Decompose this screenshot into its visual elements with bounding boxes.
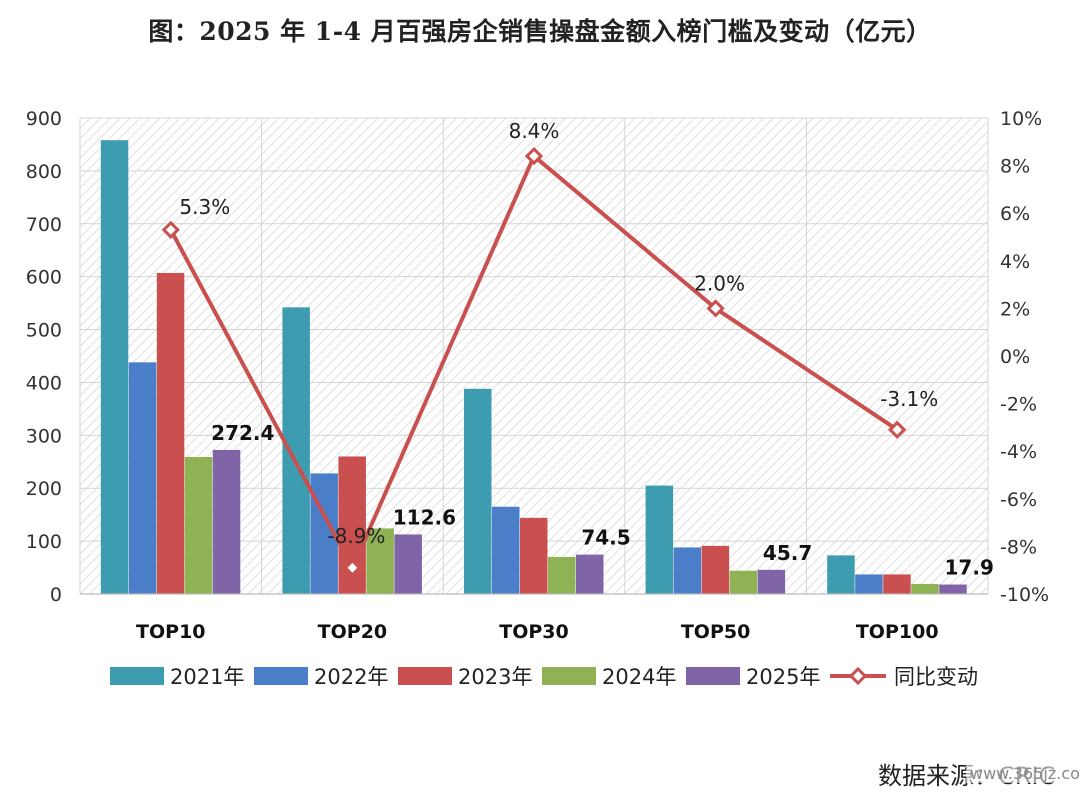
- legend-label: 同比变动: [894, 665, 978, 689]
- left-axis-tick: 300: [26, 425, 62, 447]
- yoy-value-label: 2.0%: [694, 271, 745, 295]
- legend-label: 2023年: [458, 665, 532, 689]
- left-axis-tick: 700: [26, 214, 62, 236]
- legend-swatch-2021: [110, 667, 164, 685]
- bar-top10-2022: [128, 362, 157, 594]
- legend-label: 2021年: [170, 665, 244, 689]
- bar-top10-2024: [184, 457, 213, 594]
- bar-top20-2024: [366, 528, 394, 594]
- bar-top100-2025: [939, 584, 967, 594]
- category-label: TOP50: [681, 621, 750, 643]
- bar-top30-2022: [492, 506, 520, 594]
- bar-top100-2023: [883, 574, 911, 594]
- left-axis-tick: 600: [26, 267, 62, 289]
- category-label: TOP20: [318, 621, 387, 643]
- bar-value-label: 74.5: [581, 526, 630, 550]
- bar-top100-2022: [855, 574, 883, 594]
- bar-top30-2023: [520, 517, 548, 594]
- legend-swatch-2023: [398, 667, 452, 685]
- bar-top10-2025: [212, 449, 241, 594]
- bar-value-label: 112.6: [393, 505, 456, 529]
- category-label: TOP30: [499, 621, 568, 643]
- chart-title: 图：2025 年 1-4 月百强房企销售操盘金额入榜门槛及变动（亿元）: [148, 17, 932, 46]
- yoy-value-label: 8.4%: [509, 119, 560, 143]
- right-axis-tick: -4%: [1000, 441, 1037, 463]
- watermark: www.365jz.com: [966, 764, 1080, 783]
- gridlines: [79, 117, 989, 595]
- right-axis-tick: 10%: [1000, 108, 1042, 130]
- left-axis-tick: 100: [26, 531, 62, 553]
- bar-top20-2025: [394, 534, 422, 594]
- legend-label: 2024年: [602, 665, 676, 689]
- bars: [100, 140, 967, 595]
- yoy-value-label: 5.3%: [179, 195, 230, 219]
- bar-value-label: 45.7: [763, 541, 812, 565]
- left-axis-tick: 400: [26, 372, 62, 394]
- legend-label: 2022年: [314, 665, 388, 689]
- yoy-value-label: -3.1%: [880, 387, 938, 411]
- right-axis-tick: -6%: [1000, 489, 1037, 511]
- bar-top50-2024: [729, 570, 758, 594]
- bar-value-label: 17.9: [945, 556, 994, 580]
- right-axis-tick: 4%: [1000, 251, 1030, 273]
- bar-top30-2025: [576, 554, 604, 594]
- bar-top30-2024: [548, 556, 576, 594]
- left-axis-tick: 200: [26, 478, 62, 500]
- legend-label: 2025年: [746, 665, 820, 689]
- yoy-marker: [706, 299, 725, 318]
- bar-top50-2025: [757, 569, 786, 594]
- bar-top10-2021: [100, 140, 129, 595]
- legend-line-marker: [848, 666, 868, 686]
- data-labels: 272.4 112.6 74.5 45.7 17.9 5.3% -8.9% 8.4% 2.0% -…: [179, 119, 993, 579]
- bar-top100-2021: [827, 555, 855, 594]
- bar-top50-2021: [645, 485, 674, 594]
- bar-value-label: 272.4: [211, 421, 274, 445]
- yoy-marker: [888, 420, 907, 439]
- legend-swatch-2022: [254, 667, 308, 685]
- legend: 2021年 2022年 2023年 2024年 2025年 同比变动: [110, 665, 978, 689]
- yoy-marker: [161, 220, 180, 239]
- right-axis-tick: -2%: [1000, 394, 1037, 416]
- left-axis-tick: 0: [50, 584, 62, 606]
- legend-swatch-2024: [542, 667, 596, 685]
- yoy-value-label: -8.9%: [327, 524, 385, 548]
- axes: 0 100 200 300 400 500 600 700 800 900 -10% -8% -6% -4…: [26, 108, 1049, 643]
- category-label: TOP100: [856, 621, 939, 643]
- right-axis-tick: 2%: [1000, 298, 1030, 320]
- category-label: TOP10: [136, 621, 205, 643]
- left-axis-tick: 800: [26, 161, 62, 183]
- yoy-marker: [524, 146, 544, 166]
- bar-top50-2023: [701, 545, 730, 594]
- right-axis-tick: 0%: [1000, 346, 1030, 368]
- right-axis-tick: -8%: [1000, 536, 1037, 558]
- right-axis-tick: 6%: [1000, 203, 1030, 225]
- bar-top30-2021: [464, 388, 492, 594]
- yoy-line: [161, 146, 907, 577]
- bar-top50-2022: [673, 547, 702, 594]
- yoy-marker: [343, 558, 362, 577]
- right-axis-tick: 8%: [1000, 156, 1030, 178]
- left-axis-tick: 900: [26, 108, 62, 130]
- right-axis-tick: -10%: [1000, 584, 1049, 606]
- bar-top10-2023: [156, 272, 185, 594]
- bar-top20-2021: [282, 307, 310, 594]
- bar-top100-2024: [911, 583, 939, 594]
- legend-swatch-2025: [686, 667, 740, 685]
- left-axis-tick: 500: [26, 320, 62, 342]
